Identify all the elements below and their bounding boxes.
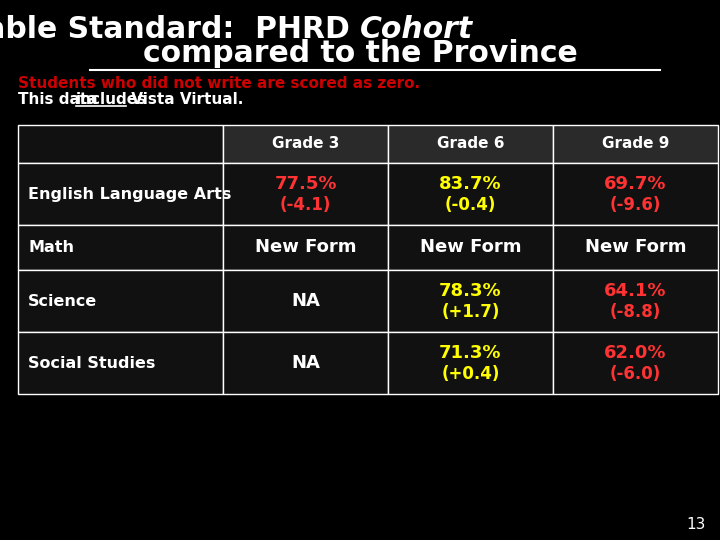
Text: 83.7%: 83.7% [439,175,502,193]
Text: Cohort: Cohort [360,16,473,44]
Text: NA: NA [291,354,320,372]
Bar [223,270,388,332]
Text: 64.1%: 64.1% [604,282,667,300]
Text: English Language Arts: English Language Arts [28,186,231,201]
Text: Vista Virtual.: Vista Virtual. [126,91,243,106]
Text: New Form: New Form [585,239,686,256]
Bar [553,270,718,332]
Text: New Form: New Form [420,239,521,256]
Text: Grade 3: Grade 3 [272,137,339,152]
Text: NA: NA [291,292,320,310]
Bar [18,270,223,332]
Bar [388,270,553,332]
Bar [223,125,388,163]
Bar [223,163,388,225]
Text: 71.3%: 71.3% [439,344,502,362]
Bar [18,125,223,163]
Text: Students who did not write are scored as zero.: Students who did not write are scored as… [18,77,420,91]
Text: (-4.1): (-4.1) [280,196,331,214]
Text: (-8.8): (-8.8) [610,303,661,321]
Bar [388,332,553,394]
Text: 13: 13 [687,517,706,532]
Bar [18,225,223,270]
Bar [388,163,553,225]
Text: This data: This data [18,91,103,106]
Bar [388,225,553,270]
Text: (-9.6): (-9.6) [610,196,661,214]
Text: (+1.7): (+1.7) [441,303,500,321]
Text: compared to the Province: compared to the Province [143,39,577,69]
Text: 69.7%: 69.7% [604,175,667,193]
Bar [553,163,718,225]
Text: (-0.4): (-0.4) [445,196,496,214]
Bar [553,332,718,394]
Text: Grade 6: Grade 6 [437,137,504,152]
Bar [553,225,718,270]
Bar [223,225,388,270]
Text: (-6.0): (-6.0) [610,365,661,383]
Bar [388,125,553,163]
Text: Social Studies: Social Studies [28,355,156,370]
Text: 78.3%: 78.3% [439,282,502,300]
Bar [18,332,223,394]
Text: includes: includes [76,91,147,106]
Text: Grade 9: Grade 9 [602,137,669,152]
Text: 77.5%: 77.5% [274,175,337,193]
Bar [18,163,223,225]
Text: New Form: New Form [255,239,356,256]
Text: Acceptable Standard:  PHRD: Acceptable Standard: PHRD [0,16,360,44]
Bar [223,332,388,394]
Text: Science: Science [28,294,97,308]
Text: (+0.4): (+0.4) [441,365,500,383]
Text: Math: Math [28,240,74,255]
Bar [553,125,718,163]
Text: 62.0%: 62.0% [604,344,667,362]
